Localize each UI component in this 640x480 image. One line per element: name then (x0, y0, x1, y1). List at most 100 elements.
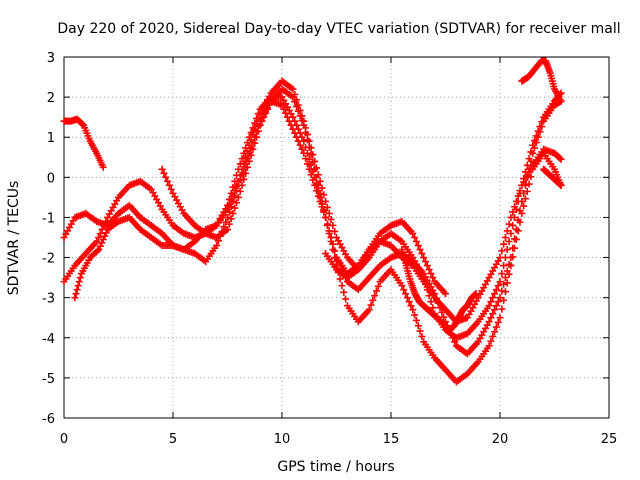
data-point (511, 213, 519, 221)
data-point (242, 153, 250, 161)
data-point (289, 113, 297, 121)
data-point (293, 102, 301, 110)
data-point (398, 282, 406, 290)
y-tick-label: -3 (42, 292, 55, 307)
data-point (523, 161, 531, 169)
data-point (500, 262, 508, 270)
data-point (325, 209, 333, 217)
data-point (95, 246, 103, 254)
data-point (314, 181, 322, 189)
x-tick-label: 20 (492, 432, 509, 447)
data-point (371, 292, 379, 300)
data-point (342, 295, 350, 303)
data-points (60, 57, 565, 386)
data-point (260, 113, 268, 121)
data-point (74, 282, 82, 290)
data-point (254, 127, 262, 135)
data-point (316, 189, 324, 197)
data-point (503, 227, 511, 235)
data-point (434, 299, 442, 307)
data-point (449, 334, 457, 342)
data-point (329, 240, 337, 248)
data-point (334, 258, 342, 266)
data-point (234, 193, 242, 201)
data-point (340, 288, 348, 296)
data-point (485, 342, 493, 350)
data-point (536, 128, 544, 136)
data-point (251, 139, 259, 147)
data-point (251, 119, 259, 127)
data-point (489, 294, 497, 302)
data-point (236, 160, 244, 168)
data-point (420, 254, 428, 262)
data-point (529, 149, 537, 157)
y-tick-label: 0 (47, 171, 55, 186)
x-tick-label: 10 (274, 432, 291, 447)
data-point (243, 163, 251, 171)
data-point (498, 305, 506, 313)
data-point (505, 260, 513, 268)
data-point (254, 110, 262, 118)
data-point (233, 171, 241, 179)
data-point (472, 290, 480, 298)
data-point (242, 169, 250, 177)
data-point (311, 165, 319, 173)
data-point (229, 209, 237, 217)
data-point (253, 133, 261, 141)
data-point (231, 204, 239, 212)
data-point (167, 185, 175, 193)
data-point (427, 298, 435, 306)
data-point (518, 197, 526, 205)
data-point (164, 177, 172, 185)
data-point (503, 246, 511, 254)
data-point (429, 274, 437, 282)
data-point (162, 173, 170, 181)
data-point (507, 254, 515, 262)
data-point (485, 318, 493, 326)
data-point (101, 232, 109, 240)
data-point (367, 301, 375, 309)
data-point (505, 238, 513, 246)
data-point (509, 221, 517, 229)
data-point (505, 220, 513, 228)
data-point (243, 139, 251, 147)
data-point (369, 296, 377, 304)
x-tick-label: 0 (60, 432, 68, 447)
data-point (418, 332, 426, 340)
data-point (227, 189, 235, 197)
data-point (298, 145, 306, 153)
data-point (165, 181, 173, 189)
data-point (291, 98, 299, 106)
data-point (265, 101, 273, 109)
data-point (429, 304, 437, 312)
data-point (294, 107, 302, 115)
data-point (234, 165, 242, 173)
data-point (313, 173, 321, 181)
data-point (247, 151, 255, 159)
y-tick-label: -5 (42, 372, 55, 387)
data-point (405, 298, 413, 306)
series-track-a (60, 115, 107, 171)
data-point (278, 101, 286, 109)
y-tick-label: -1 (42, 211, 55, 226)
data-point (95, 234, 103, 241)
data-point (227, 215, 235, 223)
data-point (309, 158, 317, 166)
data-point (416, 246, 424, 254)
data-point (298, 117, 306, 125)
data-point (532, 139, 540, 147)
data-point (414, 322, 422, 330)
data-point (556, 154, 564, 162)
data-point (498, 247, 506, 255)
data-point (300, 121, 308, 129)
data-point (525, 180, 533, 188)
data-point (302, 129, 310, 137)
data-point (409, 306, 417, 314)
data-point (303, 160, 311, 168)
data-point (492, 323, 500, 331)
data-point (500, 240, 508, 248)
data-point (225, 195, 233, 203)
data-point (327, 234, 335, 241)
data-point (487, 314, 495, 322)
